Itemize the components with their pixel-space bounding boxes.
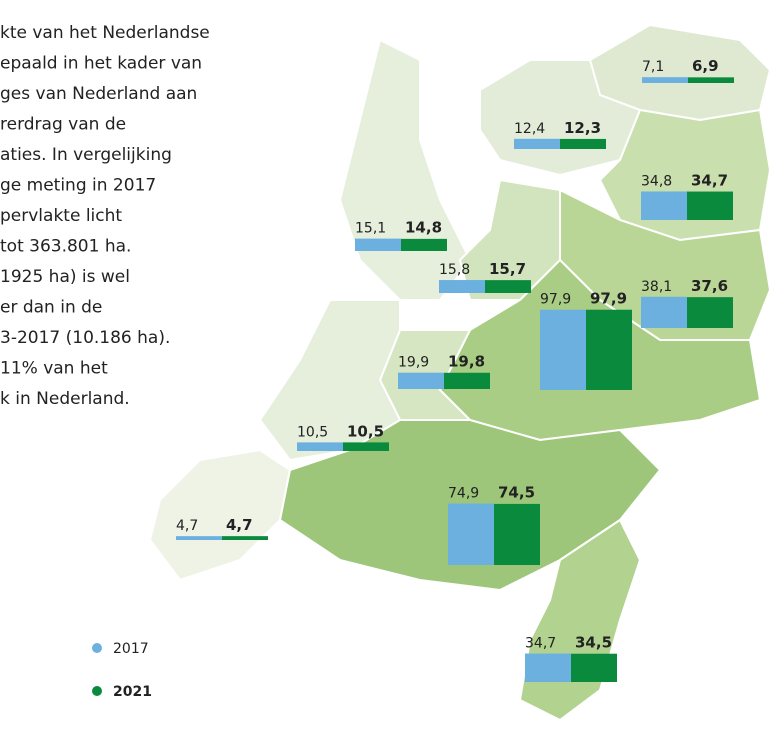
value-label: 14,8 (405, 219, 442, 237)
bar (494, 503, 540, 565)
intro-line: k in Nederland. (0, 389, 130, 409)
bar (540, 309, 586, 390)
intro-line: aties. In vergelijking (0, 145, 172, 165)
intro-line: 11% van het (0, 359, 108, 379)
value-label: 15,7 (489, 260, 526, 278)
zeeland (148, 448, 292, 582)
intro-line: 1925 ha) is wel (0, 267, 130, 287)
bar (687, 191, 733, 220)
value-label: 74,9 (448, 486, 479, 502)
intro-line: tot 363.801 ha. (0, 237, 131, 257)
legend-label: 2017 (113, 641, 149, 657)
intro-text: kte van het Nederlandse epaald in het kad… (0, 23, 210, 409)
bar (297, 442, 343, 451)
value-label: 34,7 (525, 636, 556, 652)
bar (222, 536, 268, 540)
bar (571, 653, 617, 682)
value-label: 4,7 (176, 518, 198, 534)
intro-line: pervlakte licht (0, 206, 122, 226)
value-label: 10,5 (297, 424, 328, 440)
bar (439, 280, 485, 293)
value-label: 38,1 (641, 279, 672, 295)
value-label: 34,5 (575, 634, 612, 652)
bar (560, 138, 606, 149)
bar (176, 536, 222, 540)
intro-line: rerdrag van de (0, 115, 126, 135)
intro-line: 3-2017 (10.186 ha). (0, 328, 170, 348)
value-label: 15,8 (439, 262, 470, 278)
value-label: 7,1 (642, 59, 664, 75)
value-label: 4,7 (226, 516, 253, 534)
bar (514, 138, 560, 149)
value-label: 15,1 (355, 221, 386, 237)
value-label: 19,9 (398, 355, 429, 371)
legend-swatch (92, 686, 102, 696)
value-label: 10,5 (347, 422, 384, 440)
provinces (148, 23, 772, 722)
bar (343, 442, 389, 451)
value-label: 34,7 (691, 171, 728, 189)
intro-line: ges van Nederland aan (0, 84, 197, 104)
legend: 2017 2021 (92, 641, 152, 700)
legend-label: 2021 (113, 684, 152, 700)
bar (688, 77, 734, 83)
noord-holland (338, 38, 472, 301)
legend-swatch (92, 643, 102, 653)
value-label: 97,9 (590, 290, 627, 308)
bar (448, 503, 494, 565)
intro-line: er dan in de (0, 298, 102, 318)
intro-line: ge meting in 2017 (0, 176, 156, 196)
value-label: 34,8 (641, 173, 672, 189)
value-label: 12,3 (564, 119, 601, 137)
bar (444, 372, 490, 389)
bar (687, 297, 733, 328)
bar (398, 372, 444, 389)
bar (641, 191, 687, 220)
bar (525, 653, 571, 682)
bar (642, 77, 688, 83)
bar (355, 238, 401, 251)
region-bars: 7,1 6,9 12,4 12,3 34,8 34,7 15,1 14,8 15,8 15,7 38… (176, 57, 734, 682)
bar (401, 238, 447, 251)
value-label: 12,4 (514, 121, 545, 137)
bar (485, 280, 531, 293)
value-label: 97,9 (540, 292, 571, 308)
value-label: 37,6 (691, 277, 728, 295)
value-label: 6,9 (692, 57, 719, 75)
bar (641, 296, 687, 328)
bar (586, 309, 632, 390)
intro-line: epaald in het kader van (0, 54, 202, 74)
value-label: 74,5 (498, 484, 535, 502)
intro-line: kte van het Nederlandse (0, 23, 210, 43)
value-label: 19,8 (448, 353, 485, 371)
